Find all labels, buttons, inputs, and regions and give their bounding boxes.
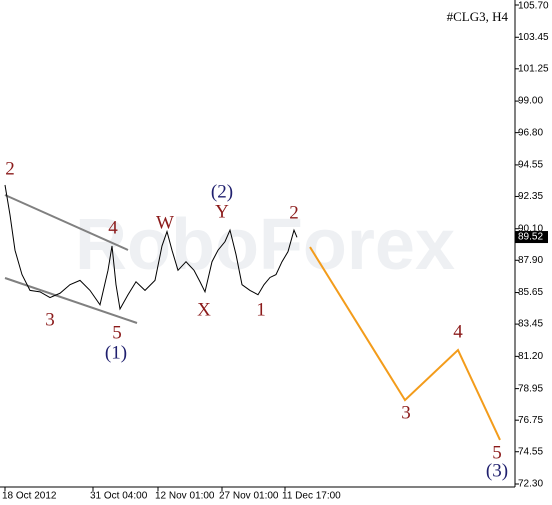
y-tick-label: 83.45	[518, 319, 543, 330]
wave-label: X	[197, 299, 211, 320]
wave-label: (1)	[105, 342, 127, 363]
y-tick-label: 81.20	[518, 351, 543, 362]
x-tick-label: 31 Oct 04:00	[90, 491, 148, 502]
x-tick-label: 18 Oct 2012	[2, 491, 57, 502]
y-tick-label: 72.30	[518, 479, 543, 490]
wave-label: 2	[289, 202, 299, 223]
y-tick-label: 74.55	[518, 446, 543, 457]
y-tick-label: 90.10	[518, 223, 543, 234]
y-tick-label: 101.25	[518, 63, 549, 74]
wave-label: 5	[492, 442, 502, 463]
wave-label: 3	[45, 309, 55, 330]
y-tick-label: 92.35	[518, 191, 543, 202]
watermark: RoboForex	[75, 205, 455, 285]
y-tick-label: 87.90	[518, 255, 543, 266]
y-tick-label: 99.00	[518, 96, 543, 107]
chart-title: #CLG3, H4	[447, 9, 509, 24]
x-tick-label: 11 Dec 17:00	[282, 491, 341, 502]
x-tick-label: 27 Nov 01:00	[219, 491, 279, 502]
x-tick-label: 12 Nov 01:00	[155, 491, 215, 502]
wave-label: (3)	[486, 460, 508, 481]
wave-label: 2	[5, 158, 15, 179]
wave-label: 1	[256, 299, 266, 320]
y-tick-label: 103.45	[518, 32, 549, 43]
price-line	[4, 184, 298, 311]
y-tick-label: 85.65	[518, 287, 543, 298]
wave-label: Y	[215, 201, 229, 222]
y-tick-label: 105.70	[518, 1, 549, 12]
wave-label: 5	[112, 322, 122, 343]
wave-label: 4	[453, 321, 463, 342]
y-tick-label: 96.80	[518, 127, 543, 138]
y-tick-label: 78.95	[518, 383, 543, 394]
wave-label: 3	[401, 402, 411, 423]
last-price-box	[515, 231, 548, 244]
y-tick-label: 76.75	[518, 415, 543, 426]
forecast-line	[309, 246, 501, 441]
wave-label: W	[156, 212, 174, 233]
wave-label: 4	[108, 217, 118, 238]
last-price-label: 89.52	[518, 232, 543, 243]
channel-line	[4, 194, 129, 251]
wave-label: (2)	[211, 181, 233, 202]
y-tick-label: 94.55	[518, 160, 543, 171]
